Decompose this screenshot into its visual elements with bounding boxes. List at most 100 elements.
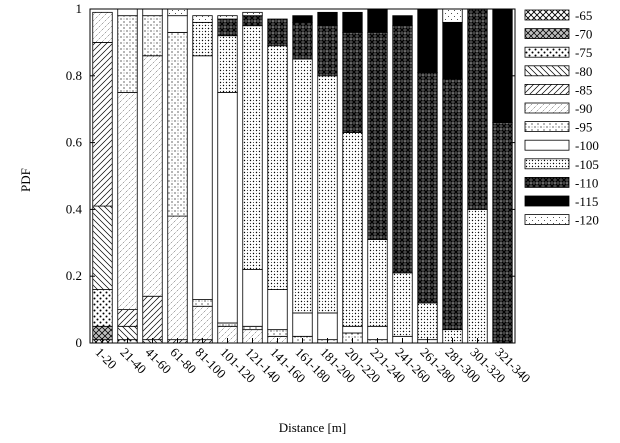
bar-segment-201-220--105	[342, 132, 363, 327]
legend: -65 -70 -75 -80 -85 -90 -95 -100 -105 -110 -115 -12…	[524, 8, 599, 228]
bar-segment-181-200--100	[317, 312, 338, 341]
bar-segment-21-40--95	[117, 15, 138, 93]
legend-swatch--95	[524, 121, 570, 132]
bar-segment-261-280--105	[417, 302, 438, 341]
bar-segment-101-120--105	[217, 35, 238, 93]
legend-label: -90	[575, 101, 592, 116]
legend-swatch--75	[524, 46, 570, 58]
bar-segment-121-140--110	[242, 15, 263, 27]
bar-segment-241-260--115	[392, 15, 413, 27]
bar-segment-221-240--110	[367, 31, 388, 240]
bar-segment-61-80--100	[167, 15, 188, 33]
bar-segment-81-100--120	[192, 15, 213, 23]
bar-segment-1-20--75	[92, 289, 113, 327]
legend-swatch--110	[524, 176, 570, 188]
legend-swatch--65	[524, 9, 570, 21]
bar-segment-201-220--115	[342, 11, 363, 33]
bar-segment-201-220--100	[342, 325, 363, 334]
legend-label: -65	[575, 8, 592, 23]
legend-label: -75	[575, 45, 592, 60]
y-tick-label: 0.2	[66, 268, 82, 283]
bar-segment-181-200--105	[317, 75, 338, 314]
bar-segment-41-60--95	[142, 15, 163, 57]
bar-segment-161-180--115	[292, 15, 313, 23]
bar-segment-101-120--120	[217, 15, 238, 20]
bar-segment-281-300--120	[442, 8, 463, 23]
ticks-layer: 00.20.40.60.811-2021-4041-6061-8081-1001…	[66, 1, 534, 386]
bar-segment-101-120--100	[217, 92, 238, 324]
bar-segment-241-260--105	[392, 272, 413, 337]
bar-segment-61-80--120	[167, 8, 188, 17]
legend-swatch--120	[524, 214, 570, 226]
bar-segment-101-120--95	[217, 322, 238, 327]
bar-segment-1-20--80	[92, 205, 113, 290]
bar-segment-321-340--115	[492, 8, 513, 123]
bar-segment-221-240--115	[367, 8, 388, 33]
x-tick-label: 1-20	[92, 345, 119, 372]
bar-segment-141-160--110	[267, 18, 288, 47]
legend-swatch--80	[524, 65, 570, 77]
legend-label: -70	[575, 27, 592, 42]
bar-segment-21-40--80	[117, 325, 138, 341]
bar-segment-141-160--95	[267, 329, 288, 337]
legend-swatch--100	[524, 139, 570, 151]
legend-swatch--90	[524, 102, 570, 114]
legend-label: -80	[575, 64, 592, 79]
x-tick-label: 41-60	[142, 345, 174, 377]
y-tick-label: 0.8	[66, 68, 82, 83]
bar-segment-161-180--105	[292, 58, 313, 314]
x-tick-label: 61-80	[167, 345, 199, 377]
legend-label: -115	[575, 194, 598, 209]
bar-segment-161-180--100	[292, 312, 313, 337]
bar-segment-61-80--90	[167, 215, 188, 341]
x-tick-label: 21-40	[117, 345, 149, 377]
bar-segment-321-340--110	[492, 122, 513, 344]
bar-segment-1-20--70	[92, 325, 113, 341]
bar-segment-281-300--115	[442, 21, 463, 80]
bars-layer	[92, 8, 513, 344]
bar-segment-261-280--110	[417, 72, 438, 304]
y-tick-label: 0.4	[66, 201, 83, 216]
bar-segment-121-140--120	[242, 11, 263, 17]
bar-segment-61-80--95	[167, 31, 188, 217]
bar-segment-221-240--105	[367, 239, 388, 327]
bar-segment-81-100--100	[192, 55, 213, 300]
legend-label: -95	[575, 120, 592, 135]
bar-segment-121-140--105	[242, 25, 263, 270]
bar-segment-41-60--90	[142, 55, 163, 297]
bar-segment-21-40--85	[117, 309, 138, 327]
bar-segment-301-320--110	[467, 8, 488, 210]
bar-segment-81-100--95	[192, 299, 213, 307]
y-tick-label: 1	[76, 1, 83, 16]
bar-segment-81-100--105	[192, 21, 213, 57]
y-tick-label: 0.6	[66, 135, 83, 150]
bar-segment-141-160--100	[267, 289, 288, 331]
bar-segment-41-60--85	[142, 295, 163, 341]
bar-segment-121-140--95	[242, 325, 263, 331]
bar-segment-121-140--100	[242, 269, 263, 327]
x-axis-label: Distance [m]	[279, 420, 347, 435]
legend-swatch--85	[524, 84, 570, 95]
bar-segment-201-220--110	[342, 31, 363, 133]
y-axis-label: PDF	[18, 168, 33, 192]
bar-segment-21-40--100	[117, 8, 138, 17]
legend-swatch--70	[524, 28, 570, 40]
legend-label: -105	[575, 157, 599, 172]
bar-segment-21-40--90	[117, 92, 138, 311]
bar-segment-181-200--115	[317, 11, 338, 27]
y-tick-label: 0	[76, 335, 83, 350]
bar-segment-161-180--110	[292, 21, 313, 60]
legend-label: -100	[575, 138, 599, 153]
bar-segment-41-60--100	[142, 8, 163, 17]
bar-segment-141-160--105	[267, 45, 288, 290]
legend-label: -120	[575, 213, 599, 228]
legend-swatch--105	[524, 158, 570, 170]
legend-label: -110	[575, 175, 598, 190]
bar-segment-81-100--90	[192, 305, 213, 341]
bar-segment-301-320--105	[467, 208, 488, 344]
bar-segment-221-240--100	[367, 325, 388, 341]
legend-label: -85	[575, 82, 592, 97]
bar-segment-1-20--90	[92, 11, 113, 43]
bar-segment-281-300--110	[442, 78, 463, 331]
